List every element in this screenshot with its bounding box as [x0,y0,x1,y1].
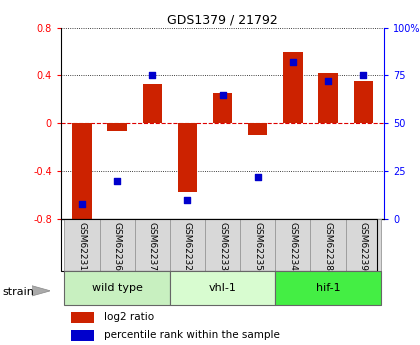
Text: GSM62238: GSM62238 [323,222,333,271]
Point [255,174,261,180]
Bar [64,271,170,305]
Bar [71,312,94,323]
Text: GSM62235: GSM62235 [253,222,262,271]
Text: hif-1: hif-1 [316,283,340,293]
Bar [354,81,373,123]
Text: percentile rank within the sample: percentile rank within the sample [104,331,279,341]
Text: GSM62231: GSM62231 [78,222,87,271]
Bar [276,219,310,271]
Text: strain: strain [2,287,34,296]
Text: GSM62237: GSM62237 [148,222,157,271]
Point [114,178,121,184]
Text: GSM62232: GSM62232 [183,222,192,270]
Point [289,59,296,65]
Text: GSM62236: GSM62236 [113,222,122,271]
Title: GDS1379 / 21792: GDS1379 / 21792 [167,13,278,27]
Bar [135,219,170,271]
Text: GSM62234: GSM62234 [289,222,297,270]
Bar [276,271,381,305]
Bar [178,123,197,191]
Bar [318,73,338,123]
Point [219,92,226,97]
Point [184,197,191,203]
Text: log2 ratio: log2 ratio [104,312,154,322]
Point [149,73,156,78]
Bar [72,123,92,221]
Point [79,201,85,207]
Bar [248,123,268,135]
Bar [170,271,276,305]
Text: GSM62239: GSM62239 [359,222,368,271]
Bar [143,84,162,123]
Point [325,78,331,84]
Bar [108,123,127,130]
Text: vhl-1: vhl-1 [209,283,236,293]
Text: wild type: wild type [92,283,142,293]
Bar [100,219,135,271]
Bar [205,219,240,271]
Text: GSM62233: GSM62233 [218,222,227,271]
Bar [240,219,276,271]
Bar [346,219,381,271]
Polygon shape [32,286,50,296]
Bar [310,219,346,271]
Bar [170,219,205,271]
Bar [71,330,94,341]
Bar [213,93,232,123]
Bar [64,219,100,271]
Bar [283,51,302,123]
Point [360,73,367,78]
